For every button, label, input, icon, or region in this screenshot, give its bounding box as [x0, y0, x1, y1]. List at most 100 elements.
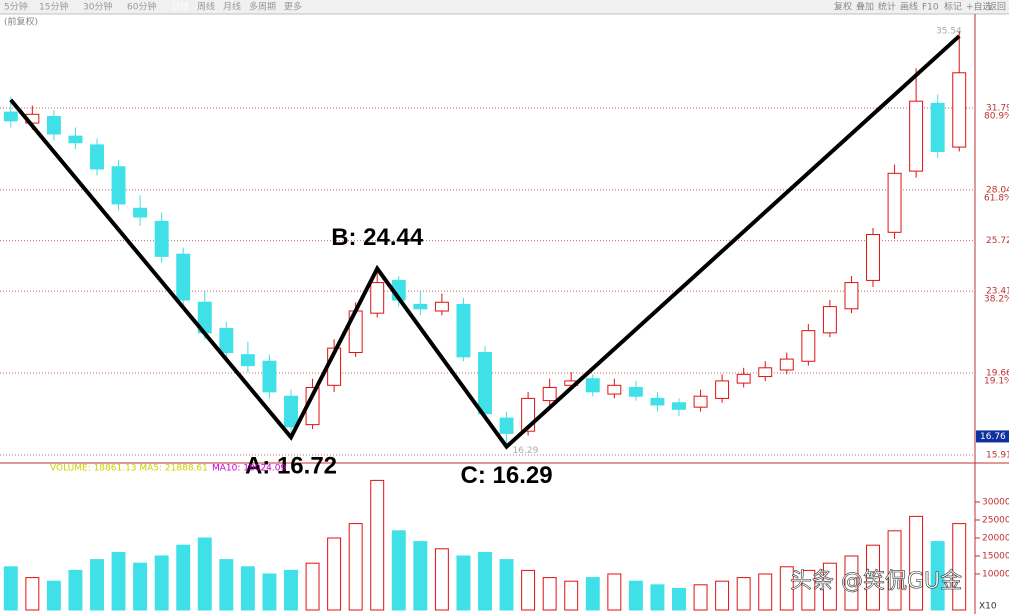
tool-button[interactable]: 叠加	[856, 2, 874, 13]
volume-bar	[68, 569, 83, 611]
volume-bar	[413, 541, 428, 611]
volume-bar	[930, 541, 945, 611]
candle-body	[801, 330, 816, 362]
candle-body	[133, 207, 148, 218]
volume-bar	[133, 562, 148, 611]
y-tick-label: 15.91	[986, 451, 1009, 461]
volume-bar	[305, 562, 320, 611]
volume-bar	[564, 580, 579, 611]
candle-body	[542, 386, 557, 402]
trend-line	[9, 34, 961, 450]
period-tab[interactable]: 5分钟	[4, 1, 28, 13]
volume-bar	[3, 566, 18, 611]
candle-body	[90, 144, 104, 170]
last-price: 16.76	[980, 432, 1006, 442]
candle-body	[585, 378, 600, 393]
period-tab[interactable]: 月线	[223, 1, 241, 13]
annotation: C: 16.29	[461, 462, 553, 489]
candle-body	[262, 360, 277, 393]
tool-button[interactable]: 返回	[988, 1, 1006, 13]
volume-bar	[736, 577, 751, 611]
volume-bar	[197, 537, 212, 611]
volume-bar	[542, 577, 557, 611]
candle-body	[413, 303, 428, 310]
volume-bar	[391, 530, 406, 611]
volume-bar	[887, 530, 902, 611]
annotation: A: 16.72	[245, 453, 337, 480]
volume-bar	[434, 548, 449, 611]
candle-body	[736, 373, 751, 384]
period-tab[interactable]: 日线	[171, 1, 189, 13]
fib-label: 38.2%	[984, 295, 1009, 305]
candle-body	[499, 417, 514, 434]
volume-tick-label: 30000	[982, 498, 1009, 508]
volume-bar	[521, 569, 536, 611]
fib-label: 61.8%	[984, 193, 1009, 203]
low-price-label: 16.29	[513, 446, 539, 456]
volume-bar	[219, 559, 234, 611]
candle-body	[370, 282, 385, 314]
volume-bar	[499, 559, 514, 611]
candle-body	[844, 282, 859, 310]
volume-bar	[327, 537, 342, 611]
volume-bar	[478, 551, 492, 611]
tool-button[interactable]: F10	[922, 3, 939, 13]
toolbar	[0, 0, 1009, 14]
tool-button[interactable]: +自选	[966, 1, 992, 13]
candle-body	[866, 234, 880, 281]
candle-body	[3, 111, 18, 122]
volume-bar	[176, 544, 191, 611]
candle-body	[284, 395, 298, 428]
volume-legend: VOLUME: 18861.13 MA5: 21888.61	[50, 464, 208, 474]
period-tab[interactable]: 更多	[284, 1, 302, 13]
candle-body	[434, 301, 449, 312]
tool-button[interactable]: 统计	[878, 1, 896, 13]
volume-bar	[715, 580, 730, 611]
volume-bar	[952, 523, 967, 611]
period-tab[interactable]: 多周期	[249, 1, 276, 13]
fib-label: 80.9%	[984, 111, 1009, 121]
volume-bar	[348, 523, 363, 611]
candle-body	[111, 166, 126, 205]
y-tick-label: 28.04	[986, 185, 1009, 195]
volume-bar	[672, 587, 686, 611]
candle-body	[240, 354, 255, 367]
candle-body	[219, 327, 234, 354]
volume-bar	[154, 555, 169, 611]
volume-bar	[240, 566, 255, 611]
volume-bar	[628, 580, 643, 611]
last-price-box	[976, 430, 1009, 443]
period-tab[interactable]: 周线	[197, 1, 215, 13]
volume-bar	[46, 580, 61, 611]
volume-bar	[866, 544, 880, 611]
candle-body	[607, 384, 622, 395]
period-tab[interactable]: 15分钟	[39, 1, 68, 13]
annotation: B: 24.44	[331, 224, 424, 251]
candle-body	[930, 102, 945, 152]
period-tab[interactable]: 60分钟	[127, 1, 156, 13]
volume-bar	[456, 555, 471, 611]
top-price: 35.54	[936, 27, 962, 37]
volume-tick-label: 25000	[982, 516, 1009, 526]
volume-bar	[607, 573, 622, 611]
tool-button[interactable]: 标记	[944, 1, 962, 13]
tool-button[interactable]: 画线	[900, 1, 918, 13]
candle-body	[478, 352, 492, 415]
period-tab[interactable]: 30分钟	[83, 1, 112, 13]
candle-body	[952, 72, 967, 148]
volume-bar	[111, 551, 126, 611]
tool-button[interactable]: 复权	[834, 1, 852, 13]
candle-body	[154, 220, 169, 257]
candle-body	[887, 172, 902, 233]
candle-body	[715, 380, 730, 399]
volume-legend-2: MA10: 18024.09	[212, 464, 286, 474]
volume-bar	[822, 562, 837, 611]
candle-body	[779, 358, 794, 371]
volume-unit: X10	[979, 602, 997, 612]
adjust-label: (前复权)	[4, 16, 38, 28]
candle-body	[68, 135, 83, 144]
volume-tick-label: 15000	[982, 552, 1009, 562]
y-tick-label: 31.79	[986, 103, 1009, 113]
volume-bar	[693, 584, 708, 611]
volume-tick-label: 20000	[982, 534, 1009, 544]
